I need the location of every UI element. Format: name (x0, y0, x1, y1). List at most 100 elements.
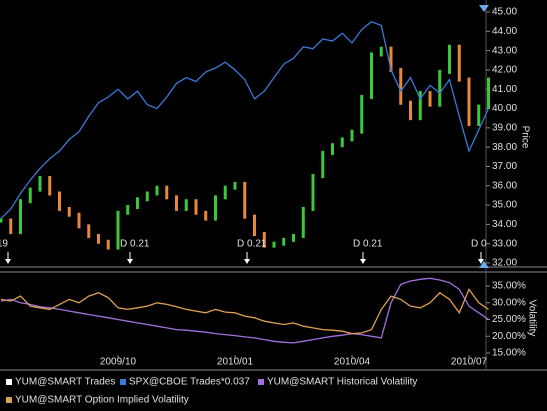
price-bar (145, 191, 149, 202)
legend: YUM@SMART Trades SPX@CBOE Trades*0.037 YUM… (6, 377, 417, 406)
price-bar (340, 137, 344, 148)
price-bar (9, 218, 13, 235)
price-bar (399, 67, 403, 105)
price-bar (477, 104, 481, 126)
price-bar (350, 129, 354, 142)
y-tick-label: 35.00% (492, 281, 526, 292)
price-bar (321, 150, 325, 179)
x-tick-label: 2010/04 (334, 357, 371, 368)
price-bar (214, 195, 217, 221)
price-bar (38, 176, 42, 192)
price-bar (331, 143, 334, 155)
price-bar (194, 199, 198, 215)
price-bar (223, 185, 227, 200)
price-bar (448, 44, 451, 74)
price-bar (467, 77, 471, 126)
price-bar (389, 46, 393, 72)
y-tick-label: 33.00 (492, 238, 517, 249)
price-bar (136, 197, 139, 210)
price-bar (48, 176, 52, 196)
y-tick-label: 38.00 (492, 142, 517, 153)
price-bar (262, 232, 266, 248)
price-bar (370, 52, 373, 99)
dividend-arrow-head (360, 259, 366, 264)
dividend-label: D 0.21 (237, 239, 267, 250)
axis-marker (479, 261, 489, 268)
price-bar (438, 69, 442, 107)
series-line (0, 20, 490, 220)
y-tick-label: 30.00% (492, 297, 526, 308)
price-bar (155, 185, 159, 196)
price-bar (360, 94, 364, 134)
y-tick-label: 20.00% (492, 331, 526, 342)
y-tick-label: 15.00% (492, 348, 526, 359)
y-tick-label: 35.00 (492, 200, 517, 211)
legend-label: YUM@SMART Trades (15, 377, 115, 388)
price-bar (409, 100, 412, 121)
y-tick-label: 37.00 (492, 161, 517, 172)
price-bar (311, 174, 315, 211)
dividend-label: D 0.21 (353, 239, 383, 250)
series-line (0, 288, 489, 335)
y-axis-title: Price (519, 126, 530, 149)
y-tick-label: 25.00% (492, 314, 526, 325)
price-bar (28, 187, 32, 204)
y-tick-label: 36.00 (492, 180, 517, 191)
price-bar (243, 181, 247, 219)
dividend-label: .19 (0, 239, 8, 250)
price-bar (87, 224, 91, 238)
price-bar (19, 199, 22, 235)
y-tick-label: 44.00 (492, 26, 517, 37)
dividend-arrow-head (5, 259, 11, 264)
price-bar (116, 210, 120, 250)
price-bar (165, 185, 169, 200)
price-bar (428, 91, 432, 107)
price-bar (272, 241, 276, 248)
x-tick-label: 2009/10 (100, 357, 137, 368)
price-bar (204, 210, 208, 221)
price-bar (379, 46, 383, 57)
price-bar (0, 218, 3, 223)
y-tick-label: 41.00 (492, 84, 517, 95)
y-tick-label: 43.00 (492, 45, 517, 56)
legend-label: SPX@CBOE Trades*0.037 (129, 377, 250, 388)
price-bar (97, 233, 100, 244)
y-tick-label: 42.00 (492, 65, 517, 76)
dividend-label: D 0 (471, 239, 487, 250)
price-bar (67, 206, 71, 217)
y-tick-label: 39.00 (492, 122, 517, 133)
legend-swatch (258, 379, 264, 385)
dividend-label: D 0.21 (120, 239, 150, 250)
price-bar (292, 233, 295, 242)
price-bar (282, 237, 286, 246)
legend-swatch (6, 397, 12, 403)
legend-label: YUM@SMART Historical Volatility (267, 377, 417, 388)
y-tick-label: 34.00 (492, 219, 517, 230)
price-bar (233, 181, 237, 190)
y-axis-title: Volatility (526, 300, 537, 337)
dividend-arrow-head (478, 259, 484, 264)
price-bar (418, 91, 422, 121)
price-bar (58, 191, 61, 211)
x-tick-label: 2010/07 (451, 357, 488, 368)
axis-marker (479, 5, 489, 12)
y-tick-label: 40.00 (492, 103, 517, 114)
price-bar (301, 206, 305, 238)
series-line (0, 277, 489, 344)
price-bar (106, 239, 110, 250)
dividend-arrow-head (244, 259, 250, 264)
x-tick-label: 2010/01 (217, 357, 254, 368)
price-bar (253, 214, 256, 237)
legend-swatch (120, 379, 126, 385)
price-bar (457, 44, 461, 82)
price-bar (487, 77, 490, 109)
y-tick-label: 32.00 (492, 258, 517, 269)
legend-label: YUM@SMART Option Implied Volatility (15, 395, 189, 406)
price-bar (126, 205, 130, 215)
price-bar (175, 195, 178, 211)
y-tick-label: 45.00 (492, 7, 517, 18)
price-bar (77, 212, 81, 229)
dividend-arrow-head (127, 259, 133, 264)
